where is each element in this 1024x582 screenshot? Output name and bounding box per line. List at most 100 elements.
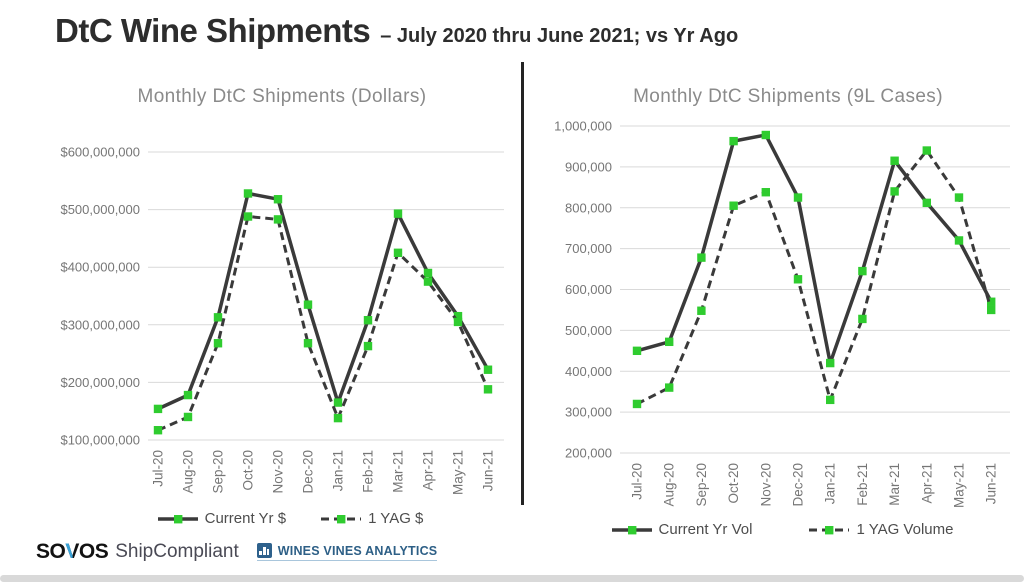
y-axis-tick-label: 400,000 <box>565 364 612 379</box>
y-axis-tick-label: $400,000,000 <box>60 260 140 275</box>
data-point-marker <box>243 189 253 198</box>
dollars-line-chart: $600,000,000 $500,000,000 $400,000,000 $300… <box>60 145 504 495</box>
data-point-marker <box>213 313 223 322</box>
legend-item: Current Yr $ <box>157 510 286 527</box>
data-point-marker <box>483 365 493 374</box>
data-point-marker <box>183 412 193 422</box>
sub-title: – July 2020 thru June 2021; vs Yr Ago <box>380 25 739 47</box>
x-axis-label: Sep-20 <box>211 450 226 494</box>
x-axis-label: Dec-20 <box>791 463 806 507</box>
data-point-marker <box>273 195 283 204</box>
legend-label: Current Yr $ <box>204 510 287 527</box>
data-point-marker <box>793 275 803 284</box>
data-point-marker <box>697 306 706 315</box>
data-point-marker <box>632 399 642 409</box>
legend-label: 1 YAG Volume <box>856 521 954 538</box>
x-axis-label: Feb-21 <box>855 463 870 506</box>
y-axis-tick-label: 1,000,000 <box>554 119 612 134</box>
cases-chart-legend: Current Yr Vol 1 YAG Volume <box>540 521 1024 538</box>
cases-line-chart: 1,000,000 900,000 800,000 700,000 600,000 500… <box>554 119 1010 508</box>
legend-sample-solid <box>611 525 652 534</box>
data-point-marker <box>363 341 373 351</box>
x-axis-label: Jan-21 <box>823 463 838 504</box>
wines-vines-analytics-link[interactable]: WINES VINES ANALYTICS <box>256 543 438 561</box>
shipcompliant-wordmark: ShipCompliant <box>115 541 239 562</box>
data-point-marker <box>890 187 899 196</box>
x-axis-label: May-21 <box>451 450 466 495</box>
sovos-logo: SO V V OS <box>36 540 109 564</box>
y-axis-tick-label: $600,000,000 <box>60 145 140 160</box>
data-point-marker <box>987 297 996 306</box>
data-point-marker <box>483 385 493 394</box>
x-axis-label: May-21 <box>952 463 967 508</box>
sovos-logo-part: OS <box>78 540 109 563</box>
data-point-marker <box>922 146 931 155</box>
data-point-marker <box>987 305 996 315</box>
data-point-marker <box>826 358 835 368</box>
y-axis-tick-label: $300,000,000 <box>60 317 140 332</box>
x-axis-label: Oct-20 <box>726 463 741 504</box>
legend-sample-solid <box>157 514 198 523</box>
x-axis-label: Apr-21 <box>919 463 934 504</box>
legend-item: 1 YAG $ <box>320 510 423 527</box>
x-axis-label: Apr-21 <box>421 450 436 491</box>
y-axis-tick-label: 600,000 <box>565 282 612 297</box>
data-point-marker <box>153 404 163 414</box>
main-title: DtC Wine Shipments <box>55 12 371 49</box>
data-point-marker <box>333 398 343 407</box>
series-line-solid <box>157 191 490 411</box>
sovos-logo-v: V V <box>65 540 79 563</box>
data-point-marker <box>423 277 433 286</box>
data-point-marker <box>858 314 867 324</box>
data-point-marker <box>665 383 674 392</box>
page-title: DtC Wine Shipments – July 2020 thru June… <box>55 12 738 50</box>
x-axis-label: Sep-20 <box>694 463 709 507</box>
y-axis-tick-label: 300,000 <box>565 405 612 420</box>
y-axis-tick-label: 200,000 <box>565 446 612 461</box>
data-point-marker <box>243 212 253 221</box>
x-axis-label: Oct-20 <box>241 450 256 491</box>
series-line-dashed <box>157 215 490 432</box>
data-point-marker <box>954 236 964 245</box>
data-point-marker <box>890 156 899 165</box>
data-point-marker <box>954 193 964 202</box>
x-axis-label: Jul-20 <box>151 450 166 487</box>
x-axis-label: Aug-20 <box>181 450 196 494</box>
x-axis-label: Jun-21 <box>481 450 496 491</box>
y-axis-tick-label: $500,000,000 <box>60 202 140 217</box>
footer-logos: SO V V OS ShipCompliant WINES VINES ANAL… <box>36 540 438 564</box>
legend-sample-dashed <box>809 525 850 534</box>
data-point-marker <box>303 339 313 348</box>
dollars-chart-legend: Current Yr $ 1 YAG $ <box>60 510 520 527</box>
x-axis-label: Feb-21 <box>361 450 376 493</box>
wines-vines-analytics-label: WINES VINES ANALYTICS <box>277 543 438 558</box>
legend-label: Current Yr Vol <box>658 521 753 538</box>
data-point-marker <box>393 209 403 218</box>
x-axis-label: Jan-21 <box>331 450 346 491</box>
x-axis-label: Mar-21 <box>391 450 406 493</box>
data-point-marker <box>153 426 163 435</box>
data-point-marker <box>213 339 223 348</box>
x-axis-label: Jun-21 <box>984 463 999 504</box>
data-point-marker <box>697 253 706 262</box>
data-point-marker <box>423 268 433 278</box>
legend-item: 1 YAG Volume <box>808 521 953 538</box>
bar-chart-icon <box>256 543 272 558</box>
panel-divider <box>521 62 524 505</box>
data-point-marker <box>665 337 674 347</box>
legend-label: 1 YAG $ <box>368 510 424 527</box>
x-axis-label: Mar-21 <box>887 463 902 506</box>
legend-item: Current Yr Vol <box>611 521 753 538</box>
data-point-marker <box>333 413 343 423</box>
y-axis-tick-label: $200,000,000 <box>60 375 140 390</box>
data-point-marker <box>453 311 463 321</box>
data-point-marker <box>729 136 738 146</box>
x-axis-label: Jul-20 <box>630 463 645 500</box>
y-axis-tick-label: 900,000 <box>565 159 612 174</box>
x-axis-label: Nov-20 <box>758 463 773 507</box>
data-point-marker <box>363 315 373 325</box>
y-axis-tick-label: 500,000 <box>565 323 612 338</box>
data-point-marker <box>858 266 867 276</box>
data-point-marker <box>453 317 463 327</box>
